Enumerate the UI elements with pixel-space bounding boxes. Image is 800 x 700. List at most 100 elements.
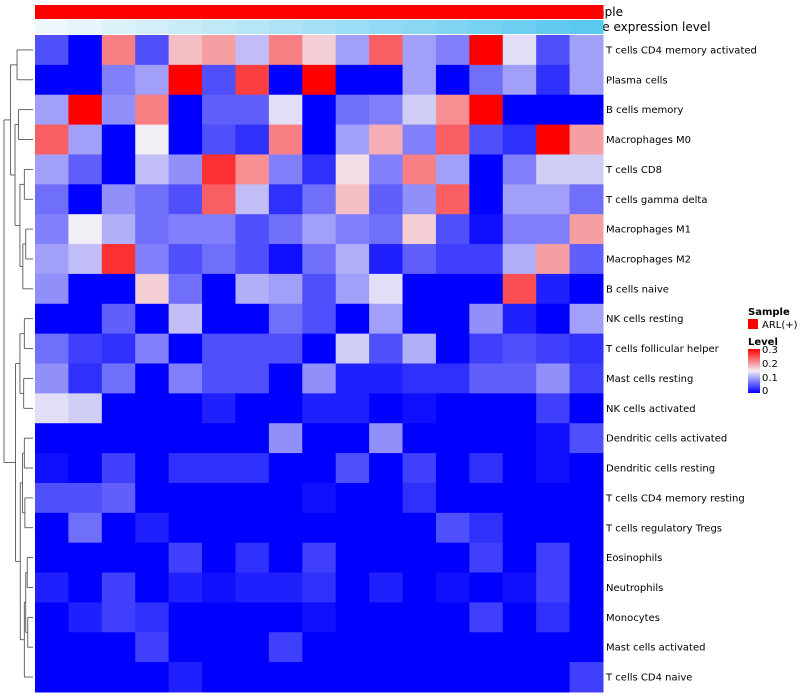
- heatmap-cell: [502, 64, 537, 96]
- heatmap-cell: [502, 35, 537, 66]
- legend-title-level: Level: [748, 337, 778, 348]
- heatmap-cell: [68, 214, 103, 245]
- heatmap-cell: [402, 303, 437, 335]
- heatmap-cell: [502, 124, 537, 155]
- heatmap-cell: [235, 333, 270, 364]
- heatmap-cell: [369, 64, 404, 96]
- heatmap-cell: [101, 124, 136, 155]
- heatmap-cell: [469, 154, 504, 185]
- heatmap-cell: [569, 214, 604, 245]
- row-label: Mast cells activated: [606, 643, 705, 654]
- heatmap-cell: [268, 214, 303, 245]
- sample-annotation-cell: [302, 5, 337, 19]
- heatmap-cell: [101, 512, 136, 544]
- heatmap-cell: [335, 244, 370, 275]
- heatmap-cell: [569, 35, 604, 66]
- heatmap-cell: [135, 124, 170, 155]
- heatmap-cell: [335, 184, 370, 215]
- heatmap-cell: [68, 512, 103, 544]
- heatmap-cell: [469, 64, 504, 96]
- heatmap-cell: [268, 184, 303, 215]
- heatmap-cell: [502, 214, 537, 245]
- heatmap-cell: [536, 453, 571, 484]
- heatmap-cell: [569, 154, 604, 185]
- heatmap-cell: [335, 64, 370, 96]
- heatmap-cell: [202, 363, 236, 394]
- heatmap-cell: [536, 423, 571, 454]
- heatmap-cell: [469, 333, 504, 364]
- heatmap-cell: [35, 423, 69, 454]
- sample-annotation-cell: [202, 5, 236, 19]
- heatmap-cell: [202, 393, 236, 424]
- heatmap-cell: [68, 572, 103, 603]
- legend-tick-0-3: 0.3: [762, 345, 778, 356]
- sample-annotation-cell: [502, 5, 537, 19]
- heatmap-cell: [335, 572, 370, 603]
- heatmap-cell: [268, 482, 303, 514]
- heatmap-cell: [402, 512, 437, 544]
- row-label: Macrophages M0: [606, 135, 691, 146]
- heatmap-cell: [135, 662, 170, 693]
- heatmap-cell: [302, 184, 337, 215]
- heatmap-cell: [202, 542, 236, 574]
- heatmap-cell: [168, 632, 203, 663]
- heatmap-cell: [168, 512, 203, 544]
- heatmap-cell: [402, 572, 437, 603]
- heatmap-cell: [402, 542, 437, 574]
- heatmap-cell: [536, 273, 571, 305]
- heatmap-cell: [35, 572, 69, 603]
- legend-tick-0-1: 0.1: [762, 373, 778, 384]
- heatmap-cell: [202, 632, 236, 663]
- heatmap-cell: [268, 303, 303, 335]
- heatmap-cell: [335, 423, 370, 454]
- heatmap-cell: [135, 303, 170, 335]
- heatmap-cell: [202, 94, 236, 126]
- heatmap-cell: [68, 184, 103, 215]
- heatmap-cell: [168, 214, 203, 245]
- heatmap-cell: [202, 244, 236, 275]
- heatmap-cell: [135, 393, 170, 424]
- row-label: Monocytes: [606, 613, 660, 624]
- heatmap-cell: [335, 482, 370, 514]
- heatmap-cell: [68, 482, 103, 514]
- heatmap-cell: [469, 303, 504, 335]
- heatmap-cell: [335, 154, 370, 185]
- heatmap-cell: [202, 423, 236, 454]
- heatmap-cell: [202, 154, 236, 185]
- heatmap-cell: [135, 512, 170, 544]
- heatmap-cell: [35, 602, 69, 633]
- legend-tick-0-2: 0.2: [762, 359, 778, 370]
- heatmap-cell: [402, 35, 437, 66]
- heatmap-cell: [569, 303, 604, 335]
- heatmap-cell: [68, 542, 103, 574]
- heatmap-cell: [202, 602, 236, 633]
- row-label: NK cells activated: [606, 404, 696, 415]
- row-label: B cells memory: [606, 105, 683, 116]
- heatmap-cell: [435, 423, 470, 454]
- heatmap-cell: [35, 244, 69, 275]
- heatmap-cell: [435, 214, 470, 245]
- heatmap-cell: [101, 453, 136, 484]
- heatmap-cell: [35, 632, 69, 663]
- heatmap-cell: [235, 94, 270, 126]
- heatmap-cell: [268, 333, 303, 364]
- heatmap-cell: [268, 94, 303, 126]
- heatmap-cell: [402, 453, 437, 484]
- heatmap-cell: [101, 542, 136, 574]
- heatmap-cell: [402, 94, 437, 126]
- heatmap-cell: [168, 35, 203, 66]
- heatmap-cell: [369, 572, 404, 603]
- heatmap-cell: [569, 94, 604, 126]
- heatmap-cell: [235, 453, 270, 484]
- heatmap-cell: [268, 124, 303, 155]
- heatmap-cell: [469, 572, 504, 603]
- row-labels: T cells CD4 memory activated Plasma cells…: [605, 45, 757, 683]
- heatmap-cell: [536, 602, 571, 633]
- heatmap-cell: [135, 363, 170, 394]
- heatmap-cell: [235, 393, 270, 424]
- heatmap-cell: [302, 632, 337, 663]
- heatmap-cell: [268, 602, 303, 633]
- heatmap-cell: [569, 572, 604, 603]
- heatmap-cell: [235, 64, 270, 96]
- heatmap-cell: [101, 482, 136, 514]
